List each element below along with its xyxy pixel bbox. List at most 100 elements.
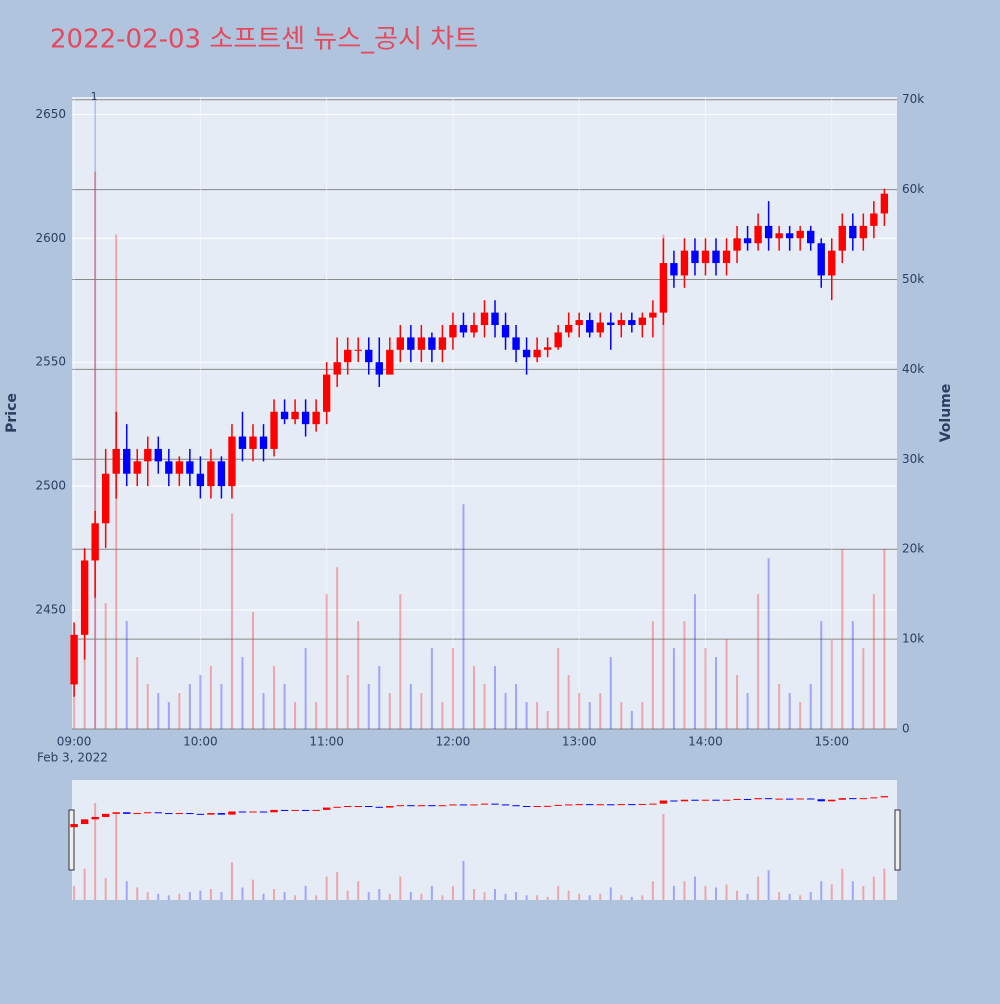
candle-body [522, 349, 531, 358]
candle-body [207, 461, 215, 487]
candle-body [333, 362, 341, 375]
slider-volume [94, 802, 97, 900]
slider-volume [325, 876, 328, 900]
volume-bar [778, 684, 781, 729]
slider-volume [620, 895, 623, 900]
slider-candle [754, 798, 762, 800]
slider-candle [522, 806, 531, 807]
volume-bar [251, 612, 254, 729]
candle-body [133, 461, 141, 474]
slider-candle [91, 816, 99, 820]
volume-bar [757, 594, 760, 729]
slider-candle [70, 824, 78, 828]
slider-volume [157, 893, 160, 900]
slider-volume [693, 876, 696, 900]
slider-volume [872, 876, 875, 900]
slider-volume [399, 876, 402, 900]
slider-handle-right[interactable] [894, 809, 901, 871]
volume-bar [578, 693, 581, 729]
slider-candle [817, 799, 825, 802]
volume-bar [746, 693, 749, 729]
slider-candle [775, 798, 783, 800]
slider-volume [662, 813, 665, 900]
volume-bar [188, 684, 191, 729]
y2-tick-label: 30k [902, 452, 924, 466]
candle-body [849, 225, 857, 239]
slider-volume [125, 881, 128, 900]
volume-bar [515, 684, 518, 729]
slider-candle [259, 811, 268, 813]
slider-candle [449, 804, 457, 806]
slider-volume [609, 887, 612, 900]
slider-candle [480, 803, 489, 805]
volume-bar [241, 657, 244, 729]
candle-body [775, 233, 783, 239]
volume-bar [462, 504, 465, 729]
volume-bar [630, 711, 633, 729]
slider-candle [322, 807, 331, 810]
slider-volume [704, 885, 707, 900]
slider-volume [336, 871, 339, 900]
volume-bar [104, 603, 107, 729]
slider-volume [315, 895, 318, 900]
y-tick-label: 2450 [35, 603, 66, 617]
slider-candle [659, 800, 668, 804]
candle-body [312, 411, 320, 425]
slider-candle [565, 804, 573, 806]
slider-candle [333, 806, 341, 808]
x-tick-label: 15:00 [814, 735, 849, 749]
slider-candle [680, 799, 689, 802]
slider-volume [73, 885, 76, 900]
slider-candle [880, 796, 889, 798]
candle-body [344, 349, 352, 363]
slider-volume [220, 892, 223, 900]
slider-candle [533, 806, 541, 807]
slider-volume [494, 889, 497, 900]
y2-tick-label: 50k [902, 272, 924, 286]
slider-volume [588, 895, 591, 900]
slider-handle-left[interactable] [68, 809, 75, 871]
candle-body [301, 411, 310, 425]
range-slider[interactable] [72, 780, 897, 900]
slider-volume [809, 892, 812, 900]
volume-bar [620, 702, 623, 729]
candle-body [691, 250, 699, 264]
slider-volume [799, 895, 802, 900]
y2-tick-label: 20k [902, 542, 924, 556]
plot-area [72, 97, 897, 729]
volume-bar [736, 675, 739, 729]
candle-body [280, 411, 289, 420]
slider-volume [167, 895, 170, 900]
volume-bar [799, 702, 802, 729]
candle-body [459, 325, 468, 333]
slider-volume [851, 881, 854, 900]
slider-candle [280, 809, 289, 811]
volume-bar [851, 621, 854, 729]
slider-volume [188, 892, 191, 900]
slider-candle [196, 813, 205, 815]
volume-bar [820, 621, 823, 729]
slider-candle [133, 813, 141, 815]
slider-volume [367, 892, 370, 900]
slider-candle [101, 813, 110, 817]
slider-volume [767, 870, 770, 900]
volume-bar [262, 693, 265, 729]
slider-candle [670, 800, 678, 802]
slider-volume [683, 881, 686, 900]
slider-volume [409, 892, 412, 900]
slider-candle [628, 804, 636, 806]
slider-candle [575, 804, 583, 806]
volume-bar [125, 621, 128, 729]
volume-bar [662, 234, 665, 729]
slider-candle [123, 812, 131, 814]
candle-body [112, 448, 120, 474]
volume-bar [367, 684, 370, 729]
slider-volume [546, 896, 549, 900]
slider-volume [441, 895, 444, 900]
candle-body [796, 230, 804, 239]
slider-candle [144, 812, 152, 814]
candle-body [543, 347, 552, 350]
volume-bar [230, 513, 233, 729]
volume-bar [441, 702, 444, 729]
volume-bar [220, 684, 223, 729]
